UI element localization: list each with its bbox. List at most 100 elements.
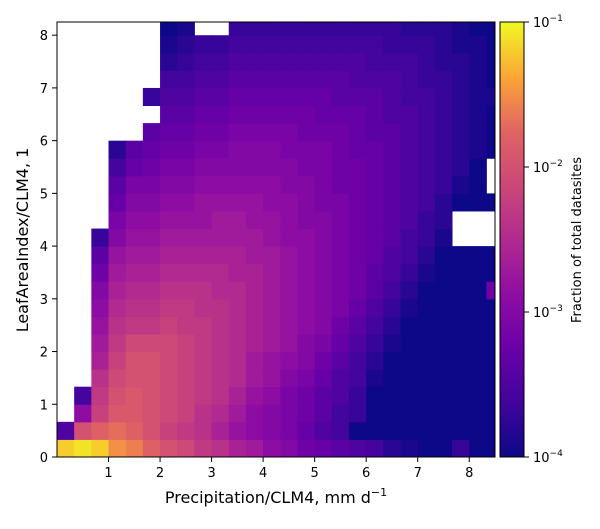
heatmap-cell (160, 298, 178, 317)
heatmap-cell (263, 263, 281, 282)
heatmap-cell (331, 193, 350, 212)
heatmap-cell (228, 263, 247, 282)
heatmap-cell (228, 52, 247, 71)
heatmap-cell (366, 439, 384, 458)
heatmap-cell (417, 263, 436, 282)
heatmap-cell (125, 281, 144, 300)
heatmap-cell (177, 175, 195, 194)
heatmap-cell (263, 193, 281, 212)
heatmap-cell (142, 158, 161, 177)
heatmap-cell (280, 193, 298, 212)
heatmap-cell (417, 35, 436, 54)
heatmap-cell (383, 105, 401, 124)
heatmap-cell (280, 70, 298, 89)
heatmap-cell (125, 193, 144, 212)
heatmap-cell (211, 70, 230, 89)
heatmap-cell (486, 316, 496, 335)
heatmap-cell (486, 35, 496, 54)
heatmap-cell (280, 386, 298, 405)
heatmap-cell (469, 246, 487, 265)
heatmap-cell (297, 228, 316, 247)
heatmap-cell (486, 298, 496, 317)
heatmap-cell (263, 52, 281, 71)
heatmap-cell (331, 22, 350, 36)
heatmap-cell (417, 404, 436, 423)
heatmap-cell (160, 210, 178, 230)
heatmap-cell (297, 333, 316, 353)
heatmap-cell (486, 369, 496, 388)
heatmap-cell (177, 228, 195, 247)
heatmap-cell (125, 316, 144, 335)
heatmap-cell (297, 175, 316, 194)
heatmap-cell (297, 210, 316, 230)
heatmap-cell (417, 123, 436, 142)
heatmap-cell (228, 140, 247, 159)
heatmap-cell (297, 281, 316, 300)
heatmap-cell (177, 158, 195, 177)
heatmap-cell (434, 404, 453, 423)
heatmap-cell (469, 52, 487, 71)
heatmap-cell (160, 404, 178, 423)
heatmap-cell (366, 281, 384, 300)
heatmap-cell (366, 316, 384, 335)
heatmap-cell (142, 369, 161, 388)
x-tick-label: 5 (311, 466, 319, 481)
heatmap-cell (160, 281, 178, 300)
heatmap-cell (331, 246, 350, 265)
heatmap-cell (417, 175, 436, 194)
heatmap-cell (434, 175, 453, 194)
heatmap-cell (211, 298, 230, 317)
heatmap-cell (417, 105, 436, 124)
heatmap-cell (297, 421, 316, 440)
x-tick-label: 3 (207, 466, 215, 481)
heatmap-cell (57, 421, 75, 440)
heatmap-cell (469, 193, 487, 212)
heatmap-cell (486, 333, 496, 353)
heatmap-cell (160, 175, 178, 194)
heatmap-cell (314, 439, 333, 458)
heatmap-cell (348, 263, 367, 282)
heatmap-cell (194, 35, 213, 54)
heatmap-cell (434, 52, 453, 71)
heatmap-cell (245, 298, 264, 317)
heatmap-cell (331, 386, 350, 405)
heatmap-cell (452, 87, 470, 107)
heatmap-cell (228, 369, 247, 388)
heatmap-cell (245, 87, 264, 107)
y-tick-label: 5 (40, 187, 48, 202)
x-axis: 1 2 3 4 5 6 7 8 (104, 457, 473, 481)
heatmap-cell (348, 175, 367, 194)
heatmap-cell (486, 52, 496, 71)
heatmap-cell (160, 87, 178, 107)
heatmap-cell (400, 246, 419, 265)
heatmap-cell (383, 421, 401, 440)
heatmap-cell (211, 210, 230, 230)
heatmap-cell (297, 70, 316, 89)
heatmap-cell (383, 22, 401, 36)
heatmap-cell (400, 439, 419, 458)
heatmap-cell (177, 369, 195, 388)
y-tick-label: 0 (40, 451, 48, 466)
heatmap-cell (160, 140, 178, 159)
heatmap-cell (108, 404, 127, 423)
heatmap-cell (417, 439, 436, 458)
heatmap-cell (331, 123, 350, 142)
heatmap-cell (366, 35, 384, 54)
heatmap-cell (177, 87, 195, 107)
heatmap-cell (417, 228, 436, 247)
heatmap-cell (331, 140, 350, 159)
heatmap-cell (400, 193, 419, 212)
heatmap-cell (314, 369, 333, 388)
heatmap-cell (263, 87, 281, 107)
heatmap-cell (211, 404, 230, 423)
heatmap-cell (366, 228, 384, 247)
heatmap-cell (452, 281, 470, 300)
heatmap-cell (108, 140, 127, 159)
heatmap-cell (348, 87, 367, 107)
heatmap-cell (366, 263, 384, 282)
heatmap-cell (194, 298, 213, 317)
heatmap-cell (177, 22, 195, 36)
heatmap-cell (125, 228, 144, 247)
heatmap-cell (469, 105, 487, 124)
heatmap-cell (383, 228, 401, 247)
